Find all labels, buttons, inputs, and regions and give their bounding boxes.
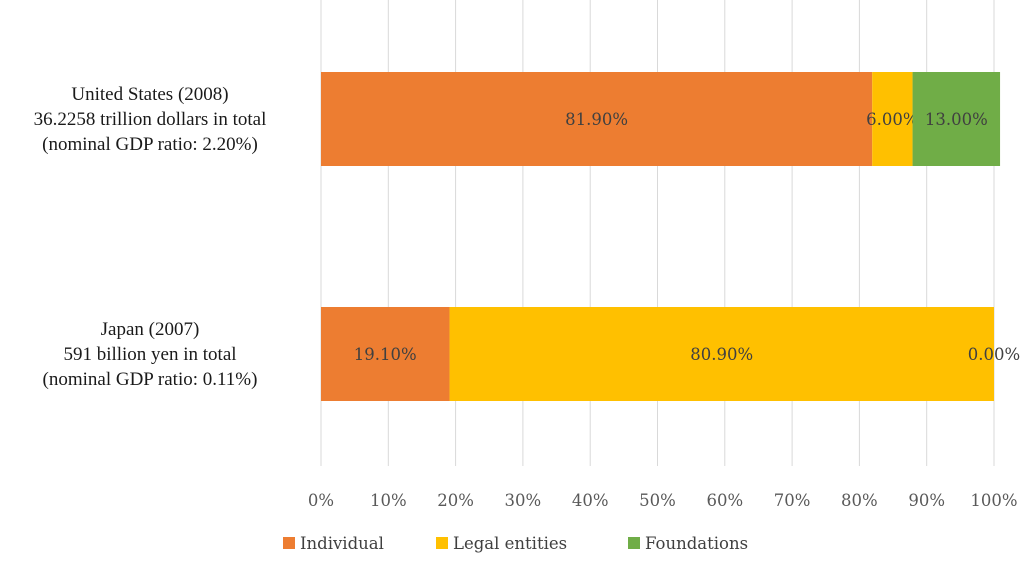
category-label-line: 36.2258 trillion dollars in total bbox=[34, 109, 267, 130]
data-label: 6.00% bbox=[866, 110, 918, 129]
legend-swatch bbox=[436, 537, 448, 549]
x-tick-label: 80% bbox=[841, 491, 878, 510]
legend-item: Legal entities bbox=[436, 534, 567, 553]
x-tick-label: 60% bbox=[706, 491, 743, 510]
x-tick-label: 10% bbox=[370, 491, 407, 510]
bars: 81.90% 6.00% 13.00% 19.10% 80.90% 0.00% bbox=[321, 72, 1020, 401]
bar-segment bbox=[321, 72, 873, 166]
legend-item: Individual bbox=[283, 534, 384, 553]
x-axis-tick-labels: 0% 10% 20% 30% 40% 50% 60% 70% 80% 90% 100% bbox=[308, 491, 1018, 510]
legend: Individual Legal entities Foundations bbox=[283, 534, 748, 553]
x-tick-label: 20% bbox=[437, 491, 474, 510]
legend-label: Individual bbox=[300, 534, 384, 553]
category-label-line: United States (2008) bbox=[71, 84, 228, 105]
bar-segment bbox=[912, 72, 1001, 166]
legend-swatch bbox=[628, 537, 640, 549]
x-tick-label: 50% bbox=[639, 491, 676, 510]
x-tick-label: 0% bbox=[308, 491, 334, 510]
category-label-line: 591 billion yen in total bbox=[63, 344, 236, 365]
category-label-line: (nominal GDP ratio: 2.20%) bbox=[42, 134, 258, 155]
data-label: 0.00% bbox=[968, 345, 1020, 364]
category-label-line: Japan (2007) bbox=[101, 319, 200, 340]
bar-segment bbox=[449, 307, 995, 401]
x-tick-label: 40% bbox=[572, 491, 609, 510]
x-tick-label: 70% bbox=[774, 491, 811, 510]
data-label: 81.90% bbox=[565, 110, 628, 129]
data-label: 80.90% bbox=[690, 345, 753, 364]
bar-segment bbox=[872, 72, 913, 166]
x-tick-label: 30% bbox=[505, 491, 542, 510]
legend-item: Foundations bbox=[628, 534, 748, 553]
data-label: 13.00% bbox=[925, 110, 988, 129]
legend-label: Foundations bbox=[645, 534, 748, 553]
legend-label: Legal entities bbox=[453, 534, 567, 553]
x-tick-label: 100% bbox=[970, 491, 1017, 510]
category-label-line: (nominal GDP ratio: 0.11%) bbox=[43, 369, 258, 390]
data-label: 19.10% bbox=[354, 345, 417, 364]
legend-swatch bbox=[283, 537, 295, 549]
category-labels: United States (2008) 36.2258 trillion dol… bbox=[34, 84, 267, 390]
bar-segment bbox=[321, 307, 450, 401]
x-tick-label: 90% bbox=[908, 491, 945, 510]
